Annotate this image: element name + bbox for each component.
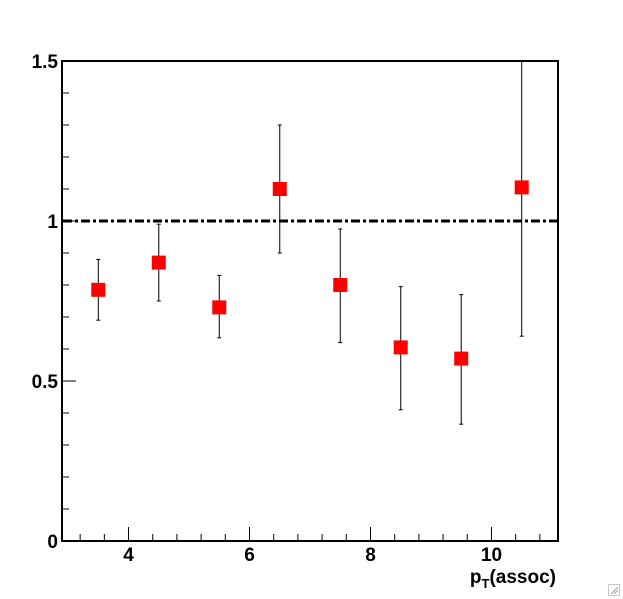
x-axis-title: pT(assoc) xyxy=(470,567,556,591)
y-tick-label: 0 xyxy=(47,532,58,553)
plot-frame xyxy=(61,60,559,542)
x-axis-title-suffix: (assoc) xyxy=(489,567,556,588)
markers xyxy=(91,180,529,366)
data-point-marker xyxy=(514,180,529,195)
x-tick-label: 4 xyxy=(123,545,134,566)
y-tick-label: 1 xyxy=(47,212,58,233)
x-tick-label: 8 xyxy=(365,545,376,566)
error-bars xyxy=(96,60,524,425)
y-tick-label: 1.5 xyxy=(32,52,59,73)
tick-labels: 4 6 8 10 0 0.5 1 1.5 xyxy=(32,52,502,566)
data-point-marker xyxy=(91,282,106,297)
data-point-marker xyxy=(272,182,287,196)
data-point-marker xyxy=(393,340,408,355)
y-tick-label: 0.5 xyxy=(32,372,59,393)
x-tick-label: 10 xyxy=(481,545,502,566)
data-point-marker xyxy=(151,255,166,270)
resize-grip-icon[interactable] xyxy=(608,584,620,596)
x-tick-label: 6 xyxy=(244,545,255,566)
data-point-marker xyxy=(333,278,348,292)
x-axis-title-sub: T xyxy=(482,576,490,591)
data-point-marker xyxy=(454,351,469,366)
minor-ticks xyxy=(62,92,541,541)
data-point-marker xyxy=(212,300,227,315)
major-ticks xyxy=(62,60,492,542)
x-axis-title-main: p xyxy=(470,567,482,588)
